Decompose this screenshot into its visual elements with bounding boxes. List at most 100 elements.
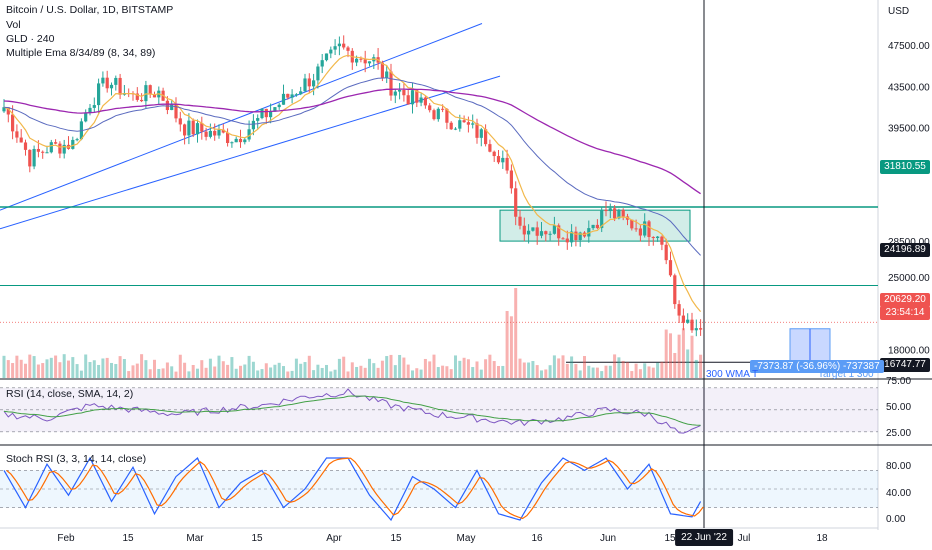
volume-bar: [329, 371, 333, 378]
volume-bar: [664, 329, 668, 378]
candle-body: [58, 143, 62, 154]
volume-bar: [475, 361, 479, 378]
volume-bar: [368, 358, 371, 378]
candle-body: [380, 62, 384, 78]
candle-body: [385, 71, 389, 78]
candle-body: [651, 236, 655, 239]
volume-bar: [604, 365, 608, 378]
rsi-title[interactable]: RSI (14, close, SMA, 14, 2): [6, 388, 134, 400]
candle-body: [509, 170, 513, 189]
candle-body: [28, 149, 32, 167]
candle-body: [316, 66, 320, 81]
volume-bar: [638, 369, 642, 378]
volume-bar: [626, 362, 629, 378]
candle-body: [290, 94, 294, 98]
candle-body: [187, 120, 191, 136]
candle-body: [660, 236, 664, 245]
volume-bar: [372, 363, 376, 378]
volume-bar: [557, 358, 561, 378]
candle-body: [690, 319, 694, 331]
candle-body: [479, 129, 483, 138]
volume-bar: [402, 357, 406, 378]
ema-legend[interactable]: Multiple Ema 8/34/89 (8, 34, 89): [6, 47, 156, 59]
volume-bar: [656, 362, 660, 378]
volume-bar: [428, 361, 432, 378]
stoch-rsi-title[interactable]: Stoch RSI (3, 3, 14, 14, close): [6, 453, 147, 465]
volume-bar: [587, 365, 591, 378]
candle-body: [423, 97, 427, 106]
x-tick-jun15: 15: [664, 533, 676, 544]
candle-body: [200, 123, 204, 132]
volume-bar: [531, 361, 535, 378]
stoch-k-line: [3, 456, 702, 522]
volume-bar: [312, 370, 316, 378]
ema-8-line: [3, 54, 702, 312]
candle-body: [264, 108, 268, 118]
volume-bar: [316, 364, 320, 378]
volume-bar: [436, 367, 440, 378]
candle-body: [570, 231, 574, 243]
candle-body: [488, 144, 492, 152]
candle-body: [269, 111, 273, 118]
volume-bar: [552, 355, 556, 378]
volume-bar: [131, 365, 135, 378]
ema-89-line: [3, 88, 701, 195]
x-tick-may16: 16: [531, 533, 543, 544]
candle-body: [389, 71, 393, 96]
volume-bar: [114, 364, 118, 378]
volume-bar: [135, 363, 139, 378]
candle-body: [621, 209, 625, 217]
candle-body: [595, 224, 599, 229]
candle-body: [152, 94, 157, 98]
gld-legend[interactable]: GLD · 240: [6, 33, 55, 45]
candle-body: [604, 209, 608, 212]
candle-body: [97, 83, 101, 106]
candle-body: [557, 225, 561, 239]
volume-bar: [449, 369, 453, 378]
x-tick-jun: Jun: [599, 533, 617, 544]
candle-body: [41, 151, 45, 153]
vol-legend[interactable]: Vol: [6, 19, 21, 31]
candle-body: [419, 97, 423, 103]
candle-body: [226, 132, 230, 144]
candle-body: [441, 108, 445, 110]
volume-bar: [200, 360, 204, 378]
candle-body: [118, 77, 122, 95]
volume-bar: [269, 367, 273, 378]
candle-body: [686, 319, 690, 323]
volume-bar: [419, 369, 423, 378]
volume-bar: [140, 354, 144, 378]
candle-body: [75, 139, 79, 141]
measure-label[interactable]: -7373.87 (-36.96%) -737387: [750, 360, 884, 373]
candle-body: [84, 112, 88, 122]
volume-bar: [213, 366, 217, 378]
volume-bar: [613, 354, 617, 378]
volume-bar: [535, 365, 539, 378]
x-tick-jul: Jul: [737, 533, 751, 544]
candle-body: [436, 108, 440, 120]
volume-bar: [694, 359, 698, 378]
candle-body: [466, 122, 470, 125]
candle-body: [617, 209, 621, 219]
candle-body: [643, 221, 647, 236]
volume-bar: [359, 365, 363, 378]
candle-body: [496, 156, 501, 163]
candle-body: [148, 85, 152, 95]
candle-body: [6, 107, 10, 115]
volume-bar: [660, 361, 664, 378]
wma-label: 300 WMA T: [706, 369, 759, 380]
candle-body: [574, 231, 578, 241]
candle-body: [320, 60, 324, 67]
volume-bar: [196, 368, 199, 378]
candle-body: [445, 108, 449, 123]
channel-upper: [0, 23, 483, 211]
candle-body: [247, 129, 251, 140]
currency-label: USD: [888, 6, 910, 17]
volume-bar: [544, 369, 548, 378]
volume-bar: [346, 371, 350, 378]
volume-bar: [234, 368, 238, 378]
volume-bar: [527, 362, 531, 378]
volume-bar: [647, 366, 651, 378]
volume-bar: [97, 364, 101, 378]
